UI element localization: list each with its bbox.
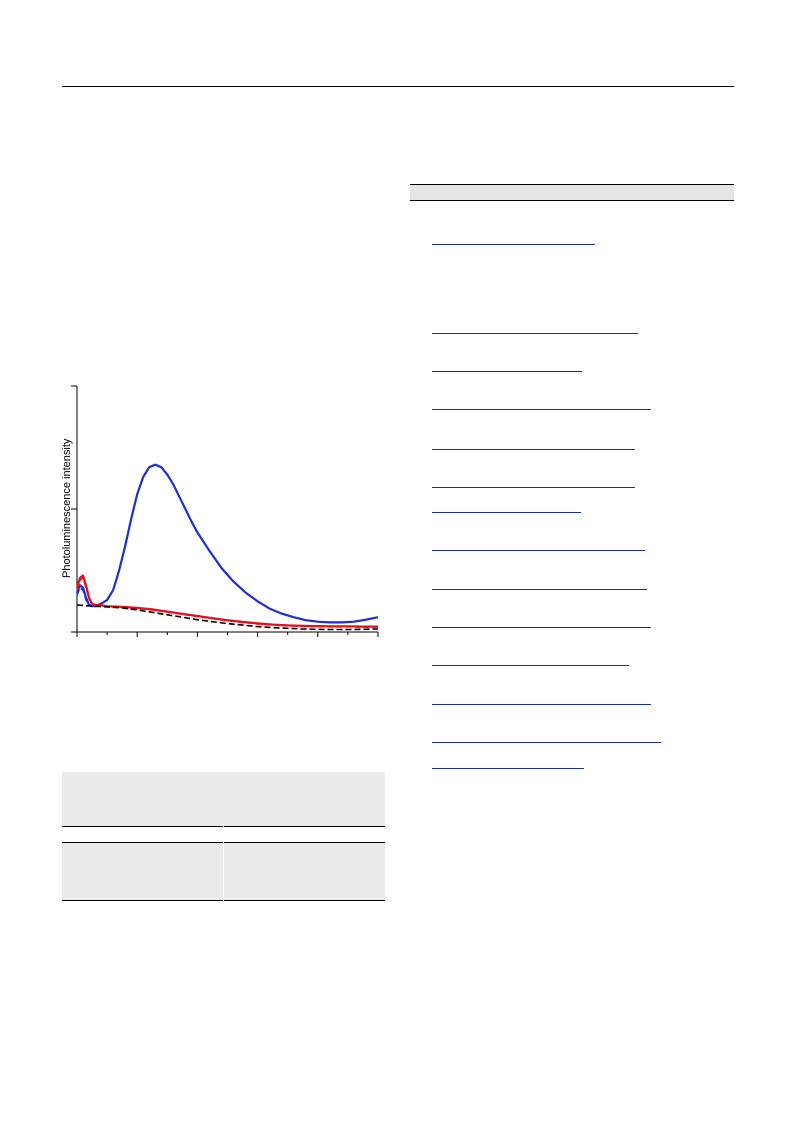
reference-link[interactable] — [432, 512, 581, 513]
series-layer — [75, 463, 379, 631]
table-column-divider — [223, 826, 224, 901]
photoluminescence-chart: Photoluminescence intensity — [61, 385, 379, 637]
reference-link[interactable] — [432, 742, 661, 743]
reference-link[interactable] — [432, 333, 638, 334]
right-table-header — [410, 184, 734, 201]
reference-link[interactable] — [432, 449, 635, 450]
series-line-3 — [75, 574, 378, 628]
series-line-2 — [76, 463, 379, 624]
reference-link[interactable] — [432, 487, 635, 488]
series-line-5 — [76, 604, 379, 631]
reference-link[interactable] — [432, 244, 595, 245]
reference-link[interactable] — [432, 768, 584, 769]
reference-link[interactable] — [432, 409, 651, 410]
chart-axes — [71, 385, 379, 637]
y-axis-label: Photoluminescence intensity — [61, 438, 73, 578]
table-header-block — [62, 772, 385, 826]
series-line-4 — [76, 577, 378, 628]
reference-link[interactable] — [432, 665, 629, 666]
data-table — [62, 772, 385, 901]
page-header-rule — [62, 86, 734, 87]
series-line-1 — [75, 463, 379, 624]
reference-link[interactable] — [432, 704, 651, 705]
reference-link[interactable] — [432, 371, 582, 372]
reference-link[interactable] — [432, 589, 647, 590]
reference-link[interactable] — [432, 550, 645, 551]
x-ticks — [76, 632, 379, 637]
reference-link[interactable] — [432, 627, 651, 628]
